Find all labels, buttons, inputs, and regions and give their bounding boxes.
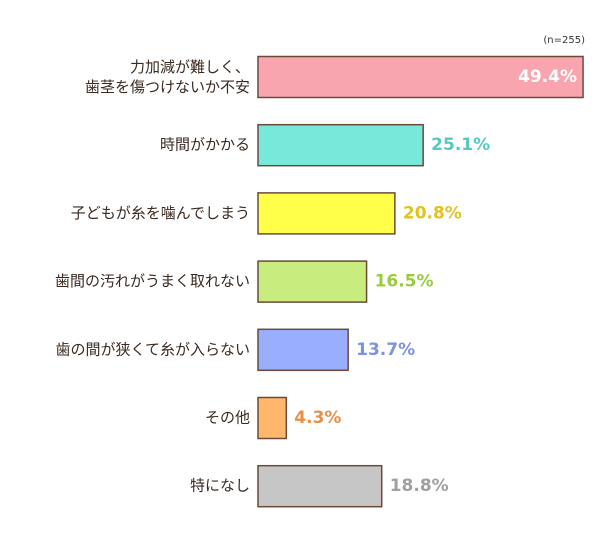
sample-note: (n=255) [543,35,585,46]
value-label: 49.4% [518,67,577,87]
bar [257,328,349,372]
category-label: 歯間の汚れがうまく取れない [55,272,250,290]
bar [257,192,396,235]
bar [257,464,383,508]
value-label: 16.5% [375,272,434,292]
value-label: 18.8% [390,476,449,496]
bar [257,55,584,99]
value-label: 20.8% [403,203,462,223]
category-label: 力加減が難しく、歯茎を傷つけないか不安 [85,58,250,96]
value-label: 25.1% [431,135,490,155]
bar [257,123,424,167]
value-label: 4.3% [294,408,341,428]
bar [257,260,368,303]
category-label: 特になし [190,477,250,495]
category-label: 子どもが糸を噛んでしまう [71,204,250,222]
bar [257,396,288,440]
category-label: 歯の間が狭くて糸が入らない [55,340,250,358]
category-label: 時間がかかる [160,136,250,154]
value-label: 13.7% [356,340,415,360]
category-label: その他 [205,409,250,427]
